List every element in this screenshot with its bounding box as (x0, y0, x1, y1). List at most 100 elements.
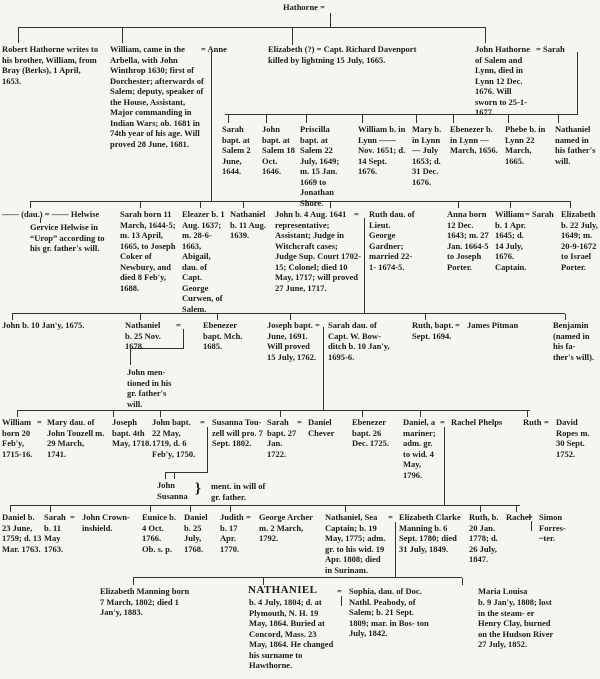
connector-line (130, 348, 131, 365)
connector-line (345, 506, 346, 512)
person-nathaniel-will: Nathaniel named in his father's will. (555, 124, 596, 166)
connector-line (140, 314, 141, 320)
connector-line (425, 314, 426, 320)
person-mary-1653: Mary b. in Lynn — July 1653; d. 31 Dec. … (412, 124, 442, 187)
person-sarah-1644: Sarah bapt. at Salem 2 June, 1644. (222, 124, 251, 176)
person-elizabeth-porter: Elizabeth b. 22 July, 1649; m. 20-9-1672… (561, 209, 598, 272)
person-john-1719: John bapt. 22 May, 1719, d. 6 Feb'y, 175… (152, 417, 196, 459)
equals-sign: = (440, 417, 445, 427)
connector-line (10, 505, 520, 506)
equals-sign: = (354, 209, 359, 219)
connector-line (306, 115, 307, 123)
connector-line (217, 314, 218, 320)
connector-line (516, 506, 517, 512)
person-gervice-helwise: Gervice Helwise in “Urop” according to h… (30, 222, 105, 253)
connector-line (211, 52, 212, 201)
connector-line (113, 411, 114, 417)
connector-line (225, 114, 578, 115)
person-benjamin: Benjamin (named in his fa- ther's will). (553, 320, 595, 362)
person-ruth: Ruth (523, 417, 542, 427)
equals-sign: = (297, 417, 302, 427)
person-daniel-mariner: Daniel, a mariner; adm. gr. to wid. 4 Ma… (403, 417, 436, 480)
person-rachel: Rachel (506, 512, 532, 522)
person-nathaniel-hawthorne: b. 4 July, 1804; d. at Plymouth, N. H. 1… (249, 597, 334, 670)
equals-sign: = (528, 512, 533, 522)
connector-line (416, 115, 417, 123)
connector-line (577, 52, 578, 115)
person-sarah-coker: Sarah born 11 March, 1644-5; m. 13 April… (120, 209, 176, 293)
connector-line (263, 578, 264, 585)
connector-line (485, 28, 486, 43)
connector-line (230, 506, 231, 512)
connector-line (558, 115, 559, 123)
person-nathaniel-1678: Nathaniel b. 25 Nov. 1678. (125, 320, 161, 351)
person-james-pitman: James Pitman (467, 320, 519, 330)
person-judith: Judith b. 17 Apr. 1770. (220, 512, 244, 554)
person-elizabeth-davenport: Elizabeth (?) = Capt. Richard Davenport … (268, 44, 417, 65)
connector-line (50, 506, 51, 512)
connector-line (165, 472, 208, 473)
connector-line (207, 427, 208, 472)
connector-line (190, 506, 191, 512)
person-nathaniel-sea-captain: Nathaniel, Sea Captain; b. 19 May, 1775;… (325, 512, 386, 575)
person-nathaniel-hawthorne-name: NATHANIEL (248, 584, 318, 596)
spouse-anne: = Anne (201, 44, 227, 54)
connector-line (12, 314, 13, 320)
person-simon-forrester: Simon Forres- ~ter. (539, 512, 566, 543)
equals-sign: = (246, 512, 251, 522)
connector-line (17, 410, 530, 411)
connector-line (458, 202, 459, 208)
person-john-hathorne-lynn: John Hathorne of Salem and Lynn, died in… (475, 44, 531, 117)
person-william-captain: William b. 1 Apr. 1645; d. 14 July, 1676… (495, 209, 527, 272)
person-george-archer: George Archer m. 2 March, 1792. (259, 512, 313, 543)
equals-sign: = (200, 417, 205, 427)
person-william-1651: William b. in Lynn —— Nov. 1651; d. 14 S… (358, 124, 406, 176)
connector-line (266, 115, 267, 123)
connector-line (18, 27, 486, 28)
person-anna-porter: Anna born 12 Dec. 1643; m. 27 Jan. 1664-… (447, 209, 489, 272)
connector-line (462, 578, 463, 585)
connector-line (290, 314, 291, 320)
connector-line (200, 202, 201, 208)
connector-line (183, 329, 184, 348)
person-maria-louisa: b. 9 Jan'y, 1808; lost in the steam- er … (478, 597, 554, 649)
person-sophia-peabody: Sophia, dau. of Doc. Nathl. Peabody, of … (349, 586, 429, 638)
connector-line (480, 506, 481, 512)
connector-line (133, 578, 134, 585)
equals-sign: = (37, 417, 42, 427)
equals-sign: = (315, 320, 320, 330)
person-daniel-1759: Daniel b. 23 June, 1759; d. 13 Mar. 1763… (2, 512, 42, 554)
person-john-1675: John b. 10 Jan'y, 1675. (2, 320, 85, 330)
person-john-judge: John b. 4 Aug. 1641 representative; Assi… (275, 209, 361, 293)
equals-sign: = (455, 320, 460, 330)
connector-line (243, 202, 244, 208)
equals-sign: = (70, 512, 75, 522)
connector-line (12, 313, 565, 314)
connector-line (140, 202, 141, 208)
connector-line (565, 314, 566, 320)
person-ruth-gardner: Ruth dau. of Lieut. George Gardner; marr… (369, 209, 415, 272)
connector-line (150, 506, 151, 512)
person-eleazer: Eleazer b. 1 Aug. 1637; m. 28-6-1663, Ab… (182, 209, 225, 314)
spouse-sarah-2: = Sarah (525, 209, 554, 219)
person-nathaniel-1639: Nathaniel b. 11 Aug. 1639. (230, 209, 266, 240)
connector-line (292, 28, 293, 45)
equals-sign: = (388, 512, 393, 522)
connector-line (122, 28, 123, 43)
person-david-ropes: David Ropes m. 30 Sept. 1752. (556, 417, 590, 459)
connector-line (40, 218, 41, 223)
connector-line (444, 427, 445, 505)
person-john-mentioned: John men- tioned in his gr. father's wil… (127, 367, 172, 409)
connector-line (341, 596, 342, 606)
connector-line (330, 202, 331, 208)
connector-line (527, 411, 528, 417)
person-john-1646: John bapt. at Salem 18 Oct. 1646. (262, 124, 295, 176)
person-hathorne-root: Hathorne = (283, 2, 325, 12)
person-priscilla: Priscilla bapt. at Salem 22 July, 1649; … (300, 124, 340, 208)
connector-line (364, 218, 365, 313)
connector-line (531, 521, 532, 531)
connector-line (160, 411, 161, 417)
person-ruth-1694: Ruth, bapt. Sept. 1694. (412, 320, 454, 341)
connector-line (133, 577, 462, 578)
